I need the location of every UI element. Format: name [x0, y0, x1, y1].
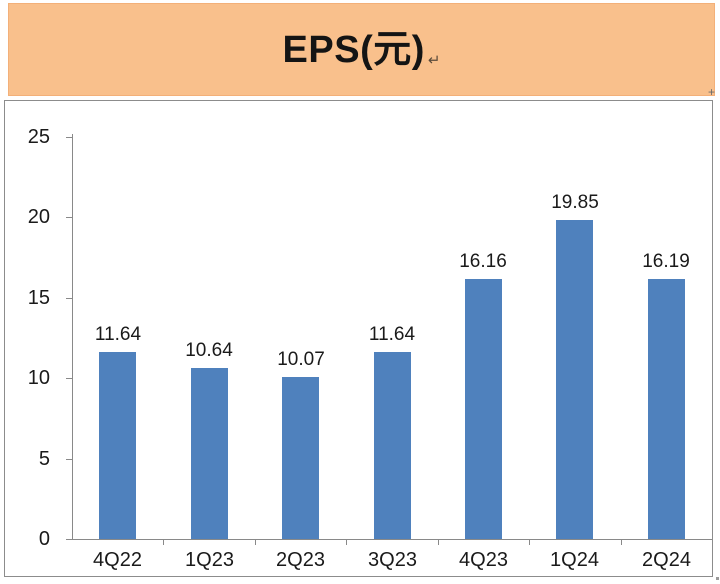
bar-value-label: 10.64	[185, 340, 233, 361]
x-axis-tick	[346, 539, 347, 545]
bar-1q23	[191, 368, 228, 539]
x-axis-tick	[438, 539, 439, 545]
bar-value-label: 11.64	[368, 324, 416, 345]
y-axis-tick	[66, 137, 72, 138]
x-axis-category-label: 1Q24	[550, 549, 599, 571]
x-axis-tick	[255, 539, 256, 545]
chart-title-banner: EPS(元) ↵	[8, 3, 715, 96]
x-axis-tick	[621, 539, 622, 545]
speck-artifact	[716, 577, 719, 580]
paragraph-mark-icon: ↵	[427, 51, 441, 69]
y-axis-tick	[66, 378, 72, 379]
y-axis-tick-label: 15	[27, 287, 50, 309]
x-axis-category-label: 3Q23	[368, 549, 417, 571]
y-axis-tick	[66, 217, 72, 218]
x-axis-line	[72, 539, 712, 540]
bar-value-label: 10.07	[277, 349, 325, 370]
bar-value-label: 16.19	[642, 251, 690, 272]
bar-value-label: 16.16	[459, 251, 507, 272]
y-axis-tick	[66, 298, 72, 299]
y-axis-tick-label: 5	[38, 448, 50, 470]
x-axis-category-label: 4Q22	[93, 549, 142, 571]
y-axis-tick-label: 20	[27, 206, 50, 228]
bar-4q23	[465, 279, 502, 539]
bar-2q24	[648, 279, 685, 539]
x-axis-category-label: 4Q23	[459, 549, 508, 571]
x-axis-category-label: 2Q23	[276, 549, 325, 571]
x-axis-category-label: 1Q23	[185, 549, 234, 571]
y-axis-tick-label: 0	[38, 528, 50, 550]
cursor-plus-artifact: +	[708, 85, 716, 99]
x-axis-tick	[529, 539, 530, 545]
chart-title: EPS(元)	[282, 28, 425, 71]
y-axis-tick-label: 10	[27, 367, 50, 389]
y-axis-line	[72, 134, 73, 540]
bar-3q23	[374, 352, 411, 539]
plot-area: 0 5 10 15 20 25 11.64 4Q22 10.64 1Q23 10.07 2Q23 11.…	[5, 101, 712, 576]
bar-1q24	[556, 220, 593, 539]
bar-value-label: 11.64	[94, 324, 142, 345]
x-axis-tick	[163, 539, 164, 545]
bar-chart: 0 5 10 15 20 25 11.64 4Q22 10.64 1Q23 10.07 2Q23 11.…	[4, 100, 713, 577]
bar-4q22	[99, 352, 136, 539]
y-axis-tick	[66, 459, 72, 460]
bar-2q23	[282, 377, 319, 539]
y-axis-tick-label: 25	[27, 126, 50, 148]
x-axis-category-label: 2Q24	[642, 549, 691, 571]
y-axis-tick	[66, 539, 72, 540]
bar-value-label: 19.85	[551, 192, 599, 213]
